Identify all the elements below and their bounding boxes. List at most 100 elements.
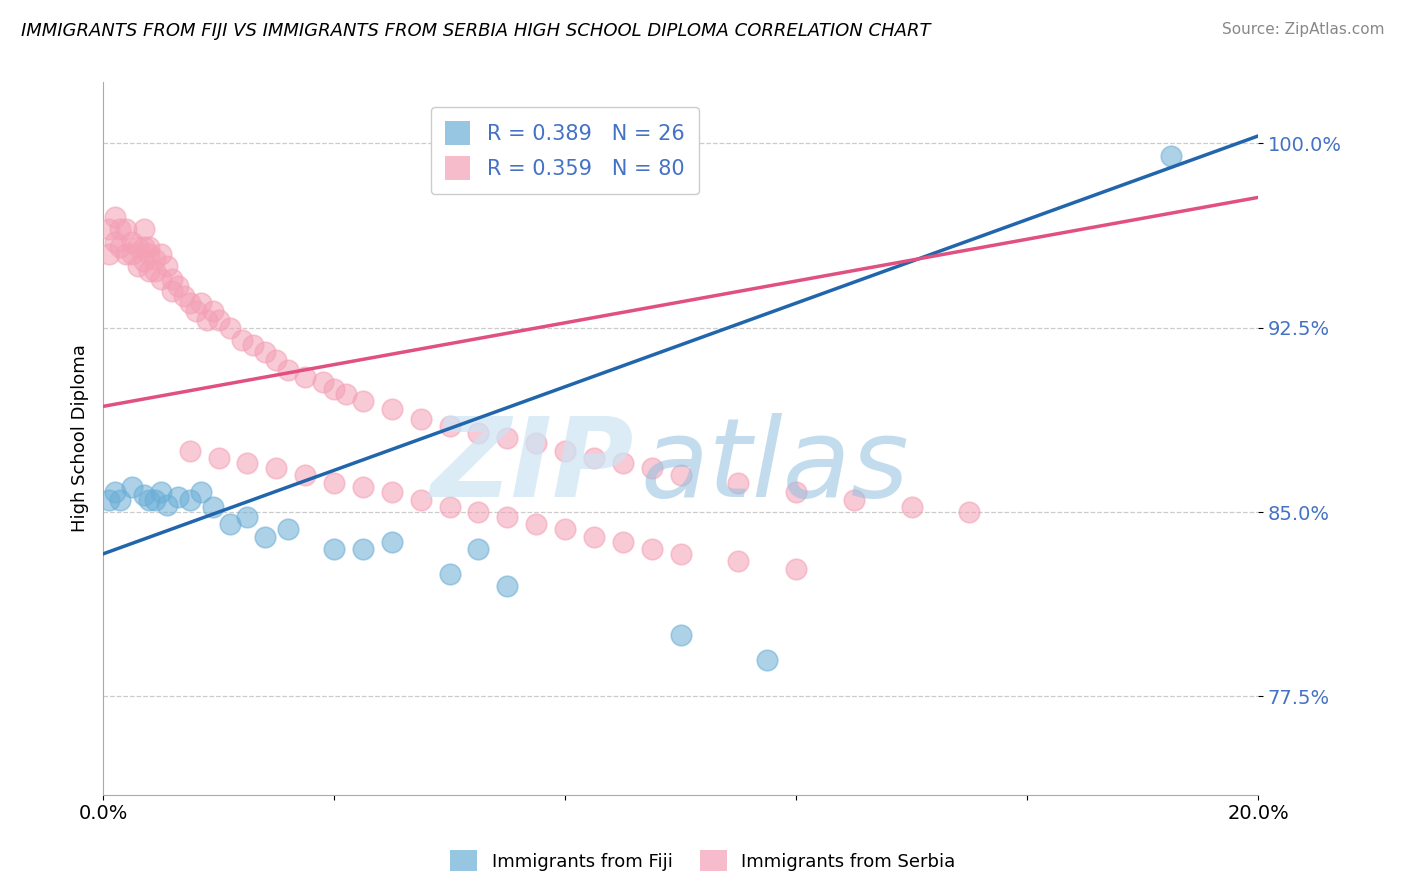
Point <box>231 333 253 347</box>
Text: atlas: atlas <box>640 413 908 520</box>
Point <box>409 411 432 425</box>
Point <box>149 485 172 500</box>
Point <box>612 456 634 470</box>
Point <box>236 510 259 524</box>
Point <box>554 443 576 458</box>
Point <box>467 505 489 519</box>
Point <box>201 303 224 318</box>
Point <box>439 566 461 581</box>
Point <box>641 460 664 475</box>
Point <box>641 541 664 556</box>
Point <box>524 436 547 450</box>
Point <box>207 313 229 327</box>
Point <box>323 382 346 396</box>
Point <box>785 485 807 500</box>
Point <box>110 239 132 253</box>
Point <box>110 492 132 507</box>
Point <box>149 247 172 261</box>
Point <box>132 488 155 502</box>
Point <box>669 468 692 483</box>
Point <box>97 222 120 236</box>
Point <box>242 338 264 352</box>
Point <box>669 628 692 642</box>
Point <box>439 500 461 515</box>
Point <box>207 450 229 465</box>
Point <box>236 456 259 470</box>
Point <box>612 534 634 549</box>
Point <box>110 222 132 236</box>
Point <box>439 419 461 434</box>
Point <box>121 481 143 495</box>
Point <box>900 500 922 515</box>
Point <box>294 468 316 483</box>
Point <box>121 235 143 249</box>
Point <box>277 362 299 376</box>
Point <box>1160 148 1182 162</box>
Point <box>179 492 201 507</box>
Point <box>115 222 138 236</box>
Point <box>496 431 519 445</box>
Point <box>323 541 346 556</box>
Point <box>582 530 605 544</box>
Point <box>381 534 404 549</box>
Point <box>554 522 576 536</box>
Point <box>143 252 166 266</box>
Point <box>167 279 190 293</box>
Point <box>352 394 374 409</box>
Y-axis label: High School Diploma: High School Diploma <box>72 344 89 533</box>
Point <box>162 271 184 285</box>
Point <box>167 491 190 505</box>
Point <box>143 492 166 507</box>
Point <box>162 284 184 298</box>
Legend: R = 0.389   N = 26, R = 0.359   N = 80: R = 0.389 N = 26, R = 0.359 N = 80 <box>430 106 699 194</box>
Point <box>266 460 288 475</box>
Point <box>582 450 605 465</box>
Point <box>173 289 195 303</box>
Point <box>132 239 155 253</box>
Point <box>957 505 980 519</box>
Text: Source: ZipAtlas.com: Source: ZipAtlas.com <box>1222 22 1385 37</box>
Point <box>311 375 333 389</box>
Point <box>727 554 749 568</box>
Point <box>156 259 179 273</box>
Point <box>179 443 201 458</box>
Point <box>132 254 155 268</box>
Point <box>785 561 807 575</box>
Point <box>669 547 692 561</box>
Point <box>190 296 212 310</box>
Point <box>266 352 288 367</box>
Point <box>496 510 519 524</box>
Point <box>219 320 242 334</box>
Point <box>253 345 276 359</box>
Point <box>121 247 143 261</box>
Point <box>294 370 316 384</box>
Point <box>104 210 127 224</box>
Point <box>727 475 749 490</box>
Point <box>115 247 138 261</box>
Point <box>104 485 127 500</box>
Point <box>756 652 779 666</box>
Text: IMMIGRANTS FROM FIJI VS IMMIGRANTS FROM SERBIA HIGH SCHOOL DIPLOMA CORRELATION C: IMMIGRANTS FROM FIJI VS IMMIGRANTS FROM … <box>21 22 931 40</box>
Point <box>138 247 160 261</box>
Point <box>409 492 432 507</box>
Point <box>524 517 547 532</box>
Point <box>156 498 179 512</box>
Point <box>352 541 374 556</box>
Point <box>138 492 160 507</box>
Point <box>335 387 357 401</box>
Point <box>467 541 489 556</box>
Point <box>381 485 404 500</box>
Text: ZIP: ZIP <box>430 413 634 520</box>
Point <box>277 522 299 536</box>
Point <box>352 481 374 495</box>
Point <box>842 492 865 507</box>
Point <box>190 485 212 500</box>
Point <box>381 401 404 416</box>
Point <box>219 517 242 532</box>
Point <box>195 313 218 327</box>
Point <box>496 579 519 593</box>
Point <box>149 271 172 285</box>
Point <box>97 492 120 507</box>
Point <box>132 222 155 236</box>
Point <box>467 426 489 441</box>
